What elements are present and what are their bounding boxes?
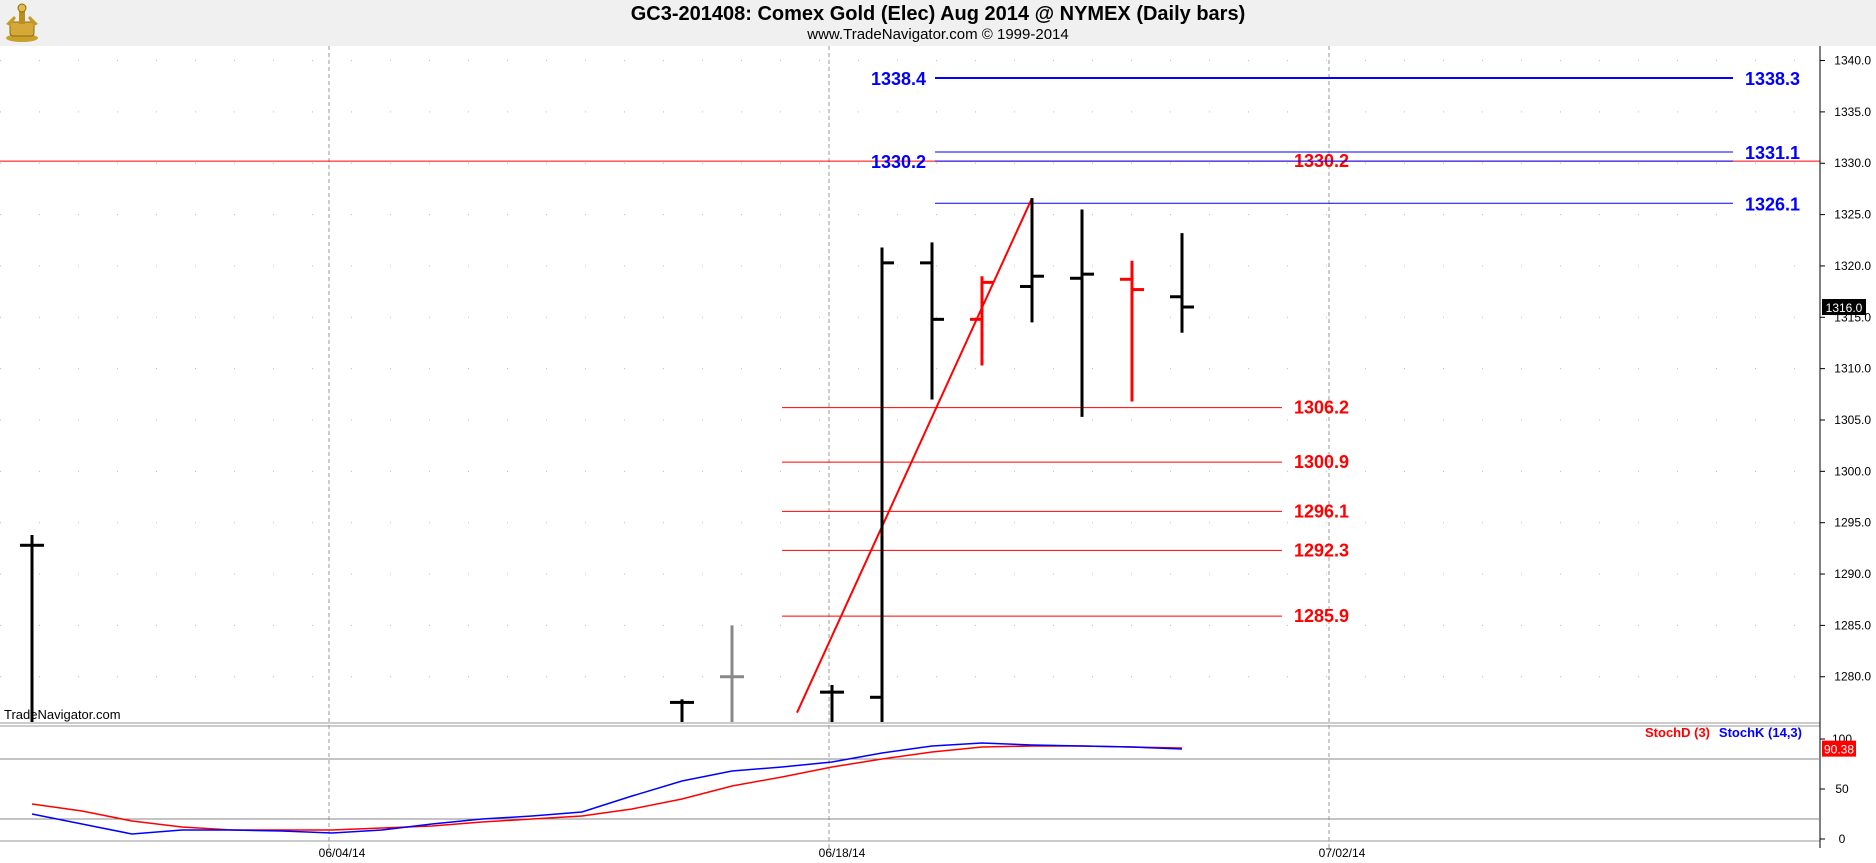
stoch-last-value-label: 90.38 bbox=[1824, 743, 1854, 757]
stoch-legend-stochk: StochK (14,3) bbox=[1719, 725, 1802, 740]
price-tick-label: 1285.0 bbox=[1834, 618, 1871, 632]
ohlc-bar bbox=[970, 276, 994, 366]
ohlc-bar bbox=[920, 242, 944, 400]
blue-level-left-label: 1338.4 bbox=[871, 69, 926, 89]
ohlc-bar bbox=[20, 535, 44, 722]
price-tick-label: 1290.0 bbox=[1834, 567, 1871, 581]
date-tick-label: 07/02/14 bbox=[1319, 846, 1366, 860]
date-tick-label: 06/04/14 bbox=[319, 846, 366, 860]
trendline bbox=[796, 197, 1033, 714]
red-level-label: 1285.9 bbox=[1294, 606, 1349, 626]
chart-title: GC3-201408: Comex Gold (Elec) Aug 2014 @… bbox=[630, 3, 1246, 25]
trade-navigator-logo-icon bbox=[2, 2, 44, 44]
price-axis: 1340.01335.01330.01325.01320.01315.01310… bbox=[1819, 46, 1871, 848]
price-tick-label: 1340.0 bbox=[1834, 54, 1871, 68]
last-price-label: 1316.0 bbox=[1826, 301, 1863, 315]
red-level-label: 1292.3 bbox=[1294, 540, 1349, 560]
trendline-line bbox=[796, 197, 1033, 714]
ohlc-bar bbox=[1070, 209, 1094, 417]
blue-level-right-label: 1338.3 bbox=[1745, 69, 1800, 89]
price-tick-label: 1320.0 bbox=[1834, 259, 1871, 273]
ohlc-bar bbox=[1020, 198, 1044, 323]
blue-level-left-label: 1330.2 bbox=[871, 152, 926, 172]
price-tick-label: 1325.0 bbox=[1834, 208, 1871, 222]
chart-subtitle: www.TradeNavigator.com © 1999-2014 bbox=[807, 26, 1069, 43]
ohlc-bar bbox=[820, 684, 844, 722]
chart-header: GC3-201408: Comex Gold (Elec) Aug 2014 @… bbox=[0, 0, 1876, 46]
red-level-label: 1296.1 bbox=[1294, 501, 1349, 521]
price-tick-label: 1330.0 bbox=[1834, 156, 1871, 170]
ohlc-bar bbox=[1120, 260, 1144, 402]
blue-level-right-label: 1326.1 bbox=[1745, 194, 1800, 214]
price-tick-label: 1310.0 bbox=[1834, 362, 1871, 376]
stoch-tick-label: 50 bbox=[1835, 782, 1849, 796]
stoch-series-line bbox=[31, 742, 1183, 835]
last-price-tag bbox=[1822, 299, 1866, 316]
price-tick-label: 1305.0 bbox=[1834, 413, 1871, 427]
stoch-last-value-tag bbox=[1822, 740, 1856, 757]
ohlc-bar bbox=[870, 247, 894, 722]
ohlc-bar bbox=[670, 699, 694, 722]
stoch-tick-label: 0 bbox=[1839, 832, 1846, 846]
price-tick-label: 1280.0 bbox=[1834, 670, 1871, 684]
blue-level-right-label: 1331.1 bbox=[1745, 143, 1800, 163]
stoch-legend-stochd: StochD (3) bbox=[1645, 725, 1710, 740]
red-level-label: 1300.9 bbox=[1294, 452, 1349, 472]
date-axis: 06/04/14 06/18/14 07/02/14 bbox=[319, 846, 1366, 860]
watermark-text: TradeNavigator.com bbox=[4, 707, 121, 722]
ohlc-bar bbox=[720, 625, 744, 722]
ohlc-bar bbox=[1170, 233, 1194, 333]
price-tick-label: 1335.0 bbox=[1834, 105, 1871, 119]
red-level-label: 1306.2 bbox=[1294, 398, 1349, 418]
grid bbox=[0, 46, 1820, 848]
price-tick-label: 1300.0 bbox=[1834, 464, 1871, 478]
price-tick-label: 1295.0 bbox=[1834, 516, 1871, 530]
ohlc-bars bbox=[20, 198, 1194, 722]
date-tick-label: 06/18/14 bbox=[819, 846, 866, 860]
